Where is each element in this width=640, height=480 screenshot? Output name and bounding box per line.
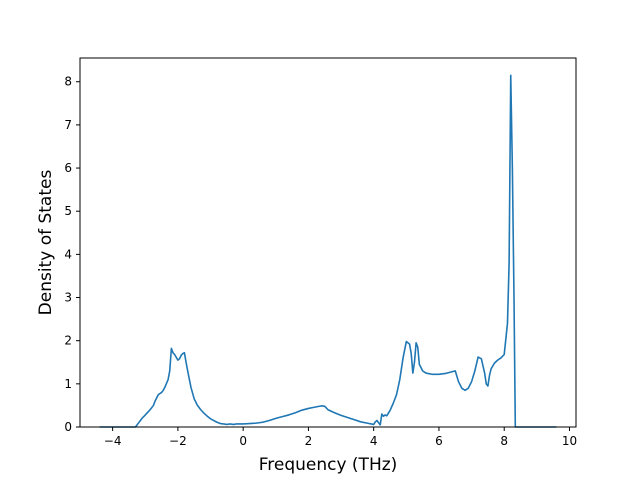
y-tick-label: 2 <box>64 334 72 348</box>
y-tick-label: 3 <box>64 291 72 305</box>
plot-area <box>99 74 557 428</box>
x-tick-label: 8 <box>500 434 508 448</box>
y-tick-label: 5 <box>64 204 72 218</box>
y-tick-label: 0 <box>64 420 72 434</box>
x-tick-label: 2 <box>305 434 313 448</box>
y-tick-label: 7 <box>64 118 72 132</box>
y-axis-ticks: 0 1 2 3 4 5 6 7 8 <box>64 75 80 434</box>
dos-series-line-0 <box>99 74 557 428</box>
x-axis-ticks: −4 −2 0 2 4 6 8 10 <box>104 427 577 448</box>
x-tick-label: 10 <box>562 434 577 448</box>
y-tick-label: 8 <box>64 75 72 89</box>
x-tick-label: −2 <box>169 434 187 448</box>
x-tick-label: 6 <box>435 434 443 448</box>
x-tick-label: 4 <box>370 434 378 448</box>
axes-frame <box>79 57 577 428</box>
y-tick-label: 1 <box>64 377 72 391</box>
y-tick-label: 6 <box>64 161 72 175</box>
x-tick-label: −4 <box>104 434 122 448</box>
x-tick-label: 0 <box>239 434 247 448</box>
y-tick-label: 4 <box>64 247 72 261</box>
x-axis-label: Frequency (THz) <box>259 455 398 475</box>
y-axis-label: Density of States <box>36 170 56 316</box>
